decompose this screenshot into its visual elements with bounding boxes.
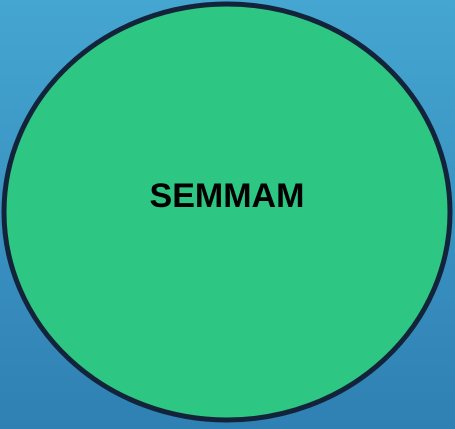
circle (1, 1, 453, 423)
circle-label: SEMMAM (150, 177, 305, 215)
